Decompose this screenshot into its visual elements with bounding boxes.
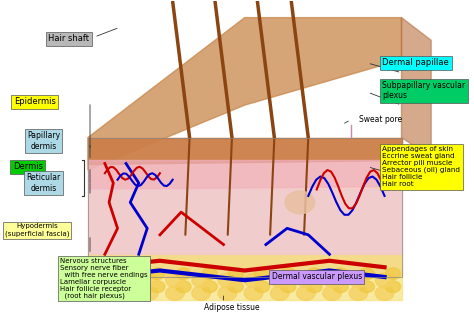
Circle shape [139,286,158,300]
Circle shape [385,268,401,280]
Text: Appendages of skin
Eccrine sweat gland
Arrector pili muscle
Sebaceous (oil) glan: Appendages of skin Eccrine sweat gland A… [383,146,460,187]
Text: Papillary
dermis: Papillary dermis [27,131,60,150]
Polygon shape [88,254,401,300]
Polygon shape [88,138,401,164]
Circle shape [165,273,184,287]
Circle shape [297,286,315,300]
Text: Dermal vascular plexus: Dermal vascular plexus [272,272,362,282]
Circle shape [255,268,270,280]
Circle shape [281,268,296,280]
Circle shape [297,273,315,287]
Text: Subpapillary vascular
plexus: Subpapillary vascular plexus [383,81,465,100]
Circle shape [150,268,165,280]
Polygon shape [88,160,401,189]
Circle shape [271,286,289,300]
Circle shape [176,268,191,280]
Circle shape [87,286,106,300]
Circle shape [307,268,322,280]
Circle shape [228,268,244,280]
Text: Epidermis: Epidermis [14,97,56,106]
Text: Adipose tissue: Adipose tissue [204,303,260,312]
Circle shape [333,268,348,280]
Circle shape [281,281,296,293]
Circle shape [97,268,112,280]
Circle shape [323,286,341,300]
Circle shape [123,268,139,280]
Circle shape [307,281,322,293]
Text: Dermis: Dermis [13,162,43,171]
Text: Hair shaft: Hair shaft [48,34,89,43]
Circle shape [385,281,401,293]
Circle shape [176,281,191,293]
Circle shape [218,286,237,300]
Circle shape [359,268,374,280]
Circle shape [123,281,139,293]
Polygon shape [88,18,401,170]
Text: Nervous structures
Sensory nerve fiber
  with free nerve endings
Lamellar corpus: Nervous structures Sensory nerve fiber w… [60,258,148,299]
Circle shape [375,286,394,300]
Circle shape [218,273,237,287]
Text: Reticular
dermis: Reticular dermis [26,173,61,193]
Circle shape [333,281,348,293]
Circle shape [113,286,132,300]
Circle shape [244,273,263,287]
Circle shape [255,281,270,293]
Polygon shape [401,18,431,157]
Circle shape [271,273,289,287]
Circle shape [97,281,112,293]
Circle shape [202,268,217,280]
Polygon shape [88,189,401,254]
Circle shape [113,273,132,287]
Circle shape [192,273,210,287]
Circle shape [244,286,263,300]
Circle shape [202,281,217,293]
Circle shape [228,281,244,293]
Circle shape [349,273,368,287]
Text: Hypodermis
(superficial fascia): Hypodermis (superficial fascia) [5,223,69,237]
Text: Dermal papillae: Dermal papillae [383,59,449,67]
Circle shape [87,273,106,287]
Circle shape [150,281,165,293]
Text: Sweat pore: Sweat pore [359,115,402,124]
Circle shape [375,273,394,287]
Circle shape [359,281,374,293]
Circle shape [165,286,184,300]
Circle shape [285,191,315,214]
Circle shape [192,286,210,300]
Circle shape [323,273,341,287]
Circle shape [349,286,368,300]
Circle shape [139,273,158,287]
Polygon shape [88,138,401,277]
